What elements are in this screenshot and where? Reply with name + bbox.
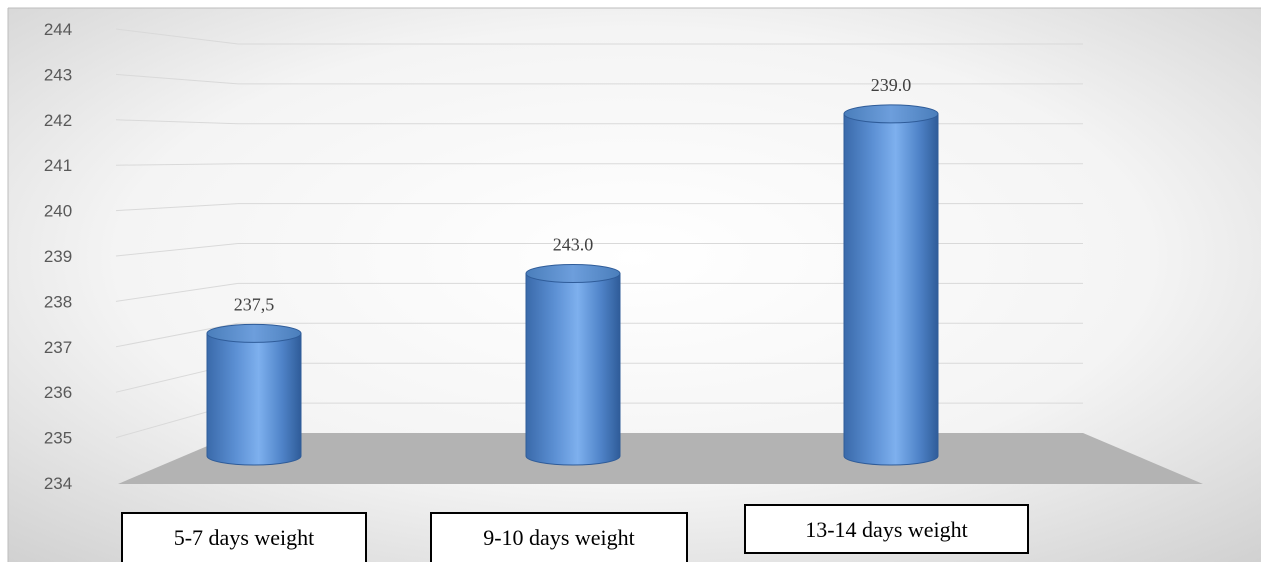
y-tick-label: 242 xyxy=(44,111,72,130)
y-tick-label: 234 xyxy=(44,474,72,493)
gridline-depth xyxy=(115,73,239,85)
category-labels: 5-7 days weight 9-10 days weight 13-14 day… xyxy=(121,504,1029,562)
y-tick-label: 240 xyxy=(44,202,72,221)
data-labels: 237,5 243.0 239.0 xyxy=(234,75,912,314)
bar xyxy=(843,113,939,466)
y-tick-label: 239 xyxy=(44,247,72,266)
category-label-box xyxy=(744,504,1029,554)
gridline-depth xyxy=(115,203,239,212)
category-label: 5-7 days weight xyxy=(174,525,315,550)
bar-top xyxy=(206,323,302,343)
category-label-box xyxy=(430,512,688,562)
gridline-depth xyxy=(115,282,239,302)
gridline-depth xyxy=(115,163,239,166)
y-tick-label: 236 xyxy=(44,383,72,402)
bars xyxy=(206,104,939,466)
data-label: 237,5 xyxy=(234,294,275,314)
y-tick-label: 244 xyxy=(44,20,72,39)
bar xyxy=(206,332,302,466)
category-label: 9-10 days weight xyxy=(483,525,635,550)
y-tick-label: 235 xyxy=(44,429,72,448)
gridline-depth xyxy=(115,28,239,45)
bar-top xyxy=(525,264,621,283)
y-tick-label: 243 xyxy=(44,65,72,84)
data-label: 239.0 xyxy=(871,75,912,95)
y-tick-label: 237 xyxy=(44,338,72,357)
category-label: 13-14 days weight xyxy=(805,517,968,542)
y-axis-ticks: 234 235 236 237 238 239 240 241 242 243 244 xyxy=(44,20,72,493)
gridlines xyxy=(115,28,1083,439)
gridline-depth xyxy=(115,243,239,257)
gridline-depth xyxy=(115,119,239,125)
category-label-box xyxy=(121,512,367,562)
y-tick-label: 238 xyxy=(44,292,72,311)
bar-top xyxy=(843,104,939,124)
data-label: 243.0 xyxy=(553,235,594,255)
y-tick-label: 241 xyxy=(44,156,72,175)
bar xyxy=(525,273,621,466)
